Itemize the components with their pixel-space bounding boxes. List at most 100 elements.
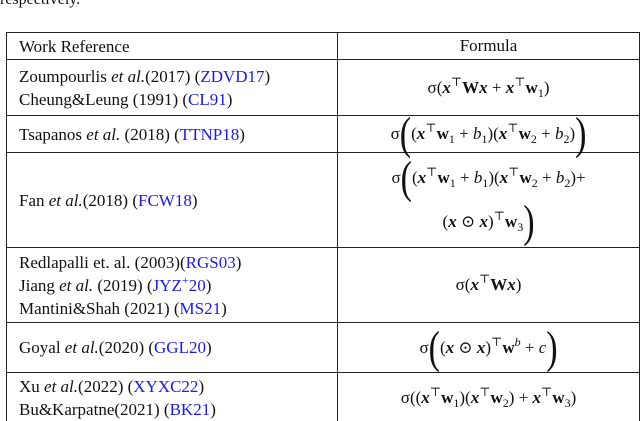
formula-token: 3 <box>517 220 524 234</box>
formula-token: ( <box>399 109 412 160</box>
reference-token: et al. <box>44 376 79 396</box>
reference-token: ) <box>205 275 212 295</box>
reference-token: ) <box>239 124 245 144</box>
formula-token: ⊙ <box>456 212 480 231</box>
formula-token: ⊤ <box>450 74 463 89</box>
formula-line: σ((x⊤w1 + b1)(x⊤w2 + b2)) <box>338 109 639 160</box>
formula-token: ⊤ <box>507 121 519 135</box>
reference-token: Fan <box>19 190 49 210</box>
formula-token: 2 <box>502 395 509 410</box>
formula-token: w <box>518 124 531 143</box>
formula-token: ) <box>543 77 550 97</box>
formula-token: b <box>472 124 482 143</box>
citation-link[interactable]: MS21 <box>179 298 222 318</box>
header-cell: Formula <box>337 32 640 60</box>
reference-token: (2022) ( <box>78 376 134 396</box>
formula-line: σ((x⊤w1 + b1)(x⊤w2 + b2)+ <box>338 153 639 204</box>
formula-token: x <box>445 337 455 357</box>
reference-token: Goyal <box>19 338 65 357</box>
formula-token: σ(( <box>400 387 422 407</box>
formula-cell: σ((x⊤w1 + b1)(x⊤w2 + b2)) <box>337 109 640 160</box>
formula-token: ( <box>442 212 449 231</box>
formula-token: 1 <box>448 132 455 146</box>
reference-line: Mantini&Shah (2021) (MS21) <box>19 297 337 320</box>
reference-token: et al. <box>64 338 99 357</box>
reference-cell: Fan et al.(2018) (FCW18) <box>5 152 339 248</box>
reference-line: Xu et al.(2022) (XYXC22) <box>19 375 337 398</box>
formula-token: W <box>490 275 508 294</box>
formula-line: σ((x ⊙ x)⊤wb + c) <box>338 322 639 373</box>
reference-token: (2017) ( <box>145 66 201 86</box>
formula-token: σ <box>419 337 429 357</box>
citation-link[interactable]: GGL20 <box>154 338 206 357</box>
row: Goyal et al.(2020) (GGL20) σ((x ⊙ x)⊤wb +… <box>5 322 640 373</box>
reference-token: Tsapanos <box>19 124 87 144</box>
citation-link[interactable]: BK21 <box>169 399 211 419</box>
formula-token: x <box>442 77 451 97</box>
formula-token: ( <box>400 153 412 204</box>
formula-token: 2 <box>563 132 570 146</box>
formula-token: x <box>479 212 488 231</box>
formula-token: w <box>437 168 450 187</box>
formula-token: x <box>417 168 427 187</box>
formula-token: x <box>498 124 508 143</box>
formula-line: σ(x⊤Wx + x⊤w1) <box>338 75 639 101</box>
formula-token: w <box>525 77 538 97</box>
citation-link[interactable]: + <box>181 272 189 287</box>
formula-token: x <box>499 168 509 187</box>
formula-token: + <box>520 337 539 357</box>
citation-link[interactable]: XYXC22 <box>133 376 199 396</box>
formula-token: x <box>421 387 430 407</box>
formula-token: 2 <box>530 132 537 146</box>
formula-token: ) <box>546 322 558 373</box>
formula-token: )+ <box>570 168 586 187</box>
formula-token: ( <box>428 322 440 373</box>
citation-link[interactable]: JYZ <box>152 275 182 295</box>
formula-token: 1 <box>481 132 488 146</box>
formula-token: w <box>519 168 532 187</box>
formula-token: x <box>448 212 457 231</box>
formula-token: ) <box>487 212 494 231</box>
formula-token: ⊤ <box>478 272 491 286</box>
formula-token: + <box>537 168 556 187</box>
formula-line: (x ⊙ x)⊤w3) <box>338 199 639 245</box>
reference-token: (2020) ( <box>98 338 155 357</box>
formula-token: ) <box>575 109 587 160</box>
row: Fan et al.(2018) (FCW18) σ((x⊤w1 + b1)(x⊤… <box>5 152 640 248</box>
row: Redlapalli et. al. (2003)(RGS03) Jiang et… <box>5 247 640 323</box>
reference-cell: Tsapanos et al. (2018) (TTNP18) <box>5 115 339 153</box>
formula-token: b <box>554 124 564 143</box>
reference-token: Bu&Karpatne(2021) ( <box>19 399 170 419</box>
formula-token: )( <box>459 387 471 407</box>
formula-token: ⊤ <box>479 384 491 399</box>
formula-token: ⊤ <box>541 384 553 399</box>
reference-token: (2018) ( <box>120 124 180 144</box>
citation-link[interactable]: CL91 <box>188 89 227 109</box>
reference-token: ) <box>226 89 233 109</box>
formula-token: w <box>502 337 515 357</box>
formula-token: )( <box>487 124 499 143</box>
formula-token: ( <box>411 124 417 143</box>
formula-token: ) <box>570 387 577 407</box>
citation-link[interactable]: RGS03 <box>185 252 236 272</box>
reference-token: (2019) ( <box>93 275 153 295</box>
reference-token: ) <box>205 338 212 357</box>
reference-token: Xu <box>19 376 45 396</box>
formula-cell: σ(x⊤Wx) <box>337 247 640 323</box>
formula-token: ⊤ <box>493 209 505 223</box>
formula-token: + <box>454 124 473 143</box>
formula-token: ⊤ <box>491 334 503 349</box>
citation-link[interactable]: 20 <box>188 275 206 295</box>
formula-token: w <box>441 387 454 407</box>
formula-token: ⊤ <box>425 121 437 135</box>
citation-link[interactable]: ZDVD17 <box>200 66 265 86</box>
citation-link[interactable]: TTNP18 <box>179 124 240 144</box>
row: Zoumpourlis et al.(2017) (ZDVD17) Cheung&… <box>5 59 640 116</box>
citation-link[interactable]: FCW18 <box>137 190 192 210</box>
formula-token: x <box>470 387 480 407</box>
reference-token: et al. <box>59 275 94 295</box>
formula-token: w <box>490 387 503 407</box>
formula-token: ⊤ <box>429 384 442 399</box>
formula-token: + <box>487 77 506 97</box>
